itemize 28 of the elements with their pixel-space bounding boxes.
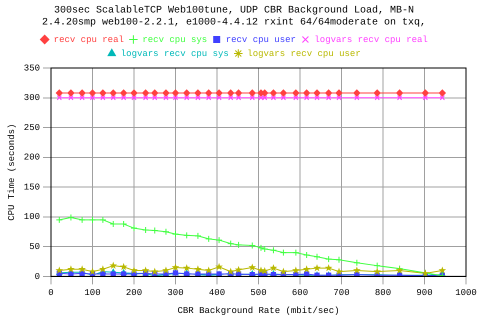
y-tick-label: 100 [24, 212, 40, 222]
y-tick-label: 50 [29, 242, 40, 252]
y-tick-label: 350 [24, 63, 40, 74]
y-tick-label: 300 [24, 93, 40, 104]
x-tick-label: 600 [292, 288, 308, 298]
y-tick-label: 250 [24, 122, 40, 133]
x-tick-label: 900 [416, 288, 433, 298]
x-tick-label: 100 [84, 288, 101, 298]
legend-label: recv cpu sys [142, 34, 208, 45]
y-axis-title: CPU Time (seconds) [6, 124, 17, 221]
legend-label: recv cpu user [226, 34, 296, 45]
y-tick-label: 200 [24, 152, 40, 163]
chart-title: 300sec ScalableTCP Web100tune, UDP CBR Background Load, MB-N 2.4.20smp web100-2.2.1, e1000-4.4.12 rxint 64/64moderate on txq, [42, 4, 426, 29]
legend-label: logvars recv cpu user [247, 48, 361, 59]
legend-label: logvars recv cpu sys [120, 48, 229, 59]
x-tick-label: 700 [333, 288, 350, 298]
x-axis-title: CBR Background Rate (mbit/sec) [177, 306, 340, 316]
y-tick-label: 0 [34, 272, 40, 282]
x-tick-label: 500 [250, 288, 267, 298]
legend-label: logvars recv cpu real [314, 34, 428, 45]
x-tick-label: 300 [167, 288, 184, 298]
y-tick-label: 150 [24, 182, 40, 192]
legend-label: recv cpu real [54, 34, 124, 45]
x-tick-label: 400 [208, 288, 226, 298]
x-tick-label: 800 [374, 288, 392, 298]
x-tick-label: 1000 [455, 288, 477, 298]
x-tick-label: 200 [126, 288, 142, 298]
x-tick-label: 0 [48, 288, 54, 298]
